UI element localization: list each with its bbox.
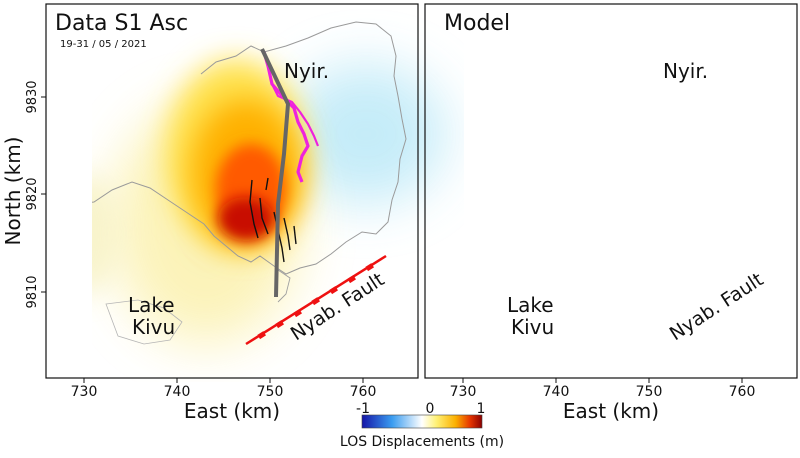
y-axis-label: North (km) bbox=[1, 137, 25, 246]
x-tick-label: 730 bbox=[71, 384, 98, 400]
colorbar-tick-label: -1 bbox=[356, 401, 370, 417]
plot-frame bbox=[45, 3, 419, 379]
panel-title: Model bbox=[444, 11, 510, 36]
x-tick-label: 750 bbox=[636, 384, 663, 400]
plot-frame bbox=[424, 3, 798, 379]
label-fault: Nyab. Fault bbox=[666, 269, 768, 346]
dike-trace-line bbox=[641, 49, 661, 297]
colorbar: -1 0 1 LOS Displacements (m) bbox=[340, 401, 504, 450]
label-volcano: Nyir. bbox=[663, 59, 708, 83]
dike-trace-line bbox=[260, 48, 291, 298]
label-lake-line1: Lake bbox=[128, 293, 175, 317]
x-axis-label: East (km) bbox=[184, 399, 280, 423]
colorbar-tick-label: 1 bbox=[477, 401, 486, 417]
y-tick-label: 9830 bbox=[25, 80, 40, 113]
colorbar-tick-label: 0 bbox=[426, 401, 435, 417]
nyabihu-fault-line bbox=[245, 254, 387, 346]
x-tick-label: 750 bbox=[257, 384, 284, 400]
panel-data: Data S1 Asc 19-31 / 05 / 2021 Nyir. Lake… bbox=[45, 3, 446, 379]
x-axis-label: East (km) bbox=[563, 399, 659, 423]
panel-date-range: 19-31 / 05 / 2021 bbox=[60, 39, 147, 50]
x-tick-label: 760 bbox=[729, 384, 756, 400]
y-tick-label: 9820 bbox=[25, 177, 40, 210]
panel-title: Data S1 Asc bbox=[55, 11, 188, 36]
label-volcano: Nyir. bbox=[284, 59, 329, 83]
panel-model: Model Nyir. Lake Kivu Nyab. Fault bbox=[424, 3, 798, 379]
y-tick-label: 9810 bbox=[25, 275, 40, 308]
label-fault: Nyab. Fault bbox=[287, 269, 389, 346]
label-lake-line2: Kivu bbox=[132, 315, 175, 339]
x-tick-label: 740 bbox=[543, 384, 570, 400]
x-tick-label: 730 bbox=[450, 384, 477, 400]
x-axis-ticks-left: 730 740 750 760 bbox=[71, 378, 377, 400]
x-axis-ticks-right: 730 740 750 760 bbox=[450, 378, 756, 400]
colorbar-gradient bbox=[361, 414, 483, 429]
y-axis-ticks: 9810 9820 9830 bbox=[25, 80, 46, 309]
colorbar-label: LOS Displacements (m) bbox=[340, 434, 504, 450]
x-tick-label: 740 bbox=[164, 384, 191, 400]
x-tick-label: 760 bbox=[350, 384, 377, 400]
label-lake-line1: Lake bbox=[507, 293, 554, 317]
label-lake-line2: Kivu bbox=[511, 315, 554, 339]
